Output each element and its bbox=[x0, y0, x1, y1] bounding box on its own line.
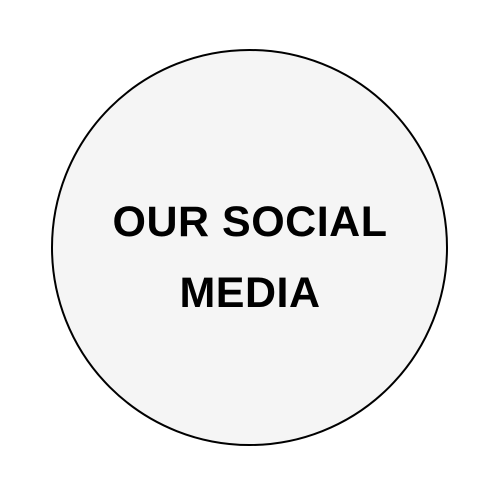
headline-line-1: OUR SOCIAL bbox=[112, 198, 388, 246]
circle-badge bbox=[51, 49, 448, 446]
headline-line-2: MEDIA bbox=[179, 269, 321, 317]
